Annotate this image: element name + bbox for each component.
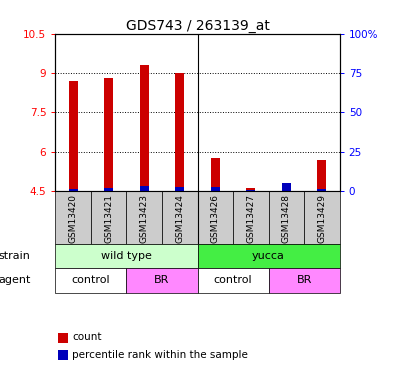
- Bar: [104, 188, 113, 191]
- Text: strain: strain: [0, 251, 30, 261]
- Bar: [198, 243, 340, 268]
- Bar: [246, 188, 255, 191]
- Bar: [175, 187, 184, 191]
- Text: GSM13428: GSM13428: [282, 194, 291, 243]
- Bar: [246, 189, 255, 191]
- Bar: [140, 186, 149, 191]
- Bar: [69, 81, 77, 191]
- Title: GDS743 / 263139_at: GDS743 / 263139_at: [126, 19, 269, 33]
- Text: GSM13429: GSM13429: [318, 194, 326, 243]
- Text: BR: BR: [297, 275, 312, 285]
- Bar: [69, 189, 77, 191]
- Bar: [162, 191, 198, 243]
- Text: GSM13421: GSM13421: [104, 194, 113, 243]
- Bar: [104, 78, 113, 191]
- Text: control: control: [71, 275, 110, 285]
- Text: wild type: wild type: [101, 251, 152, 261]
- Bar: [198, 191, 233, 243]
- Bar: [269, 191, 304, 243]
- Text: count: count: [72, 333, 102, 342]
- Bar: [269, 268, 340, 292]
- Bar: [126, 268, 198, 292]
- Bar: [211, 158, 220, 191]
- Bar: [282, 190, 291, 191]
- Text: GSM13423: GSM13423: [140, 194, 149, 243]
- Text: GSM13420: GSM13420: [69, 194, 77, 243]
- Bar: [91, 191, 126, 243]
- Text: percentile rank within the sample: percentile rank within the sample: [72, 350, 248, 360]
- Bar: [55, 268, 126, 292]
- Bar: [175, 73, 184, 191]
- Text: agent: agent: [0, 275, 30, 285]
- Bar: [58, 350, 68, 360]
- Text: GSM13426: GSM13426: [211, 194, 220, 243]
- Bar: [211, 187, 220, 191]
- Bar: [318, 189, 326, 191]
- Bar: [55, 243, 198, 268]
- Bar: [58, 333, 68, 343]
- Text: control: control: [214, 275, 252, 285]
- Text: GSM13427: GSM13427: [246, 194, 255, 243]
- Text: BR: BR: [154, 275, 169, 285]
- Bar: [318, 160, 326, 191]
- Bar: [140, 65, 149, 191]
- Bar: [304, 191, 340, 243]
- Bar: [282, 183, 291, 191]
- Text: GSM13424: GSM13424: [175, 194, 184, 243]
- Bar: [55, 191, 91, 243]
- Bar: [126, 191, 162, 243]
- Bar: [198, 268, 269, 292]
- Text: yucca: yucca: [252, 251, 285, 261]
- Bar: [233, 191, 269, 243]
